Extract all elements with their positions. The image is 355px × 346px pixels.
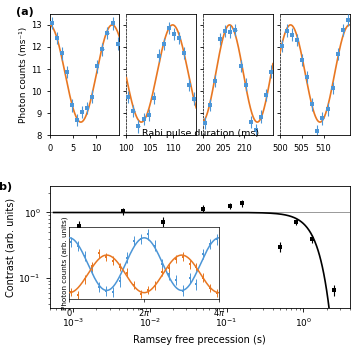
Y-axis label: Contrast (arb. units): Contrast (arb. units) bbox=[6, 198, 16, 297]
Text: Rabi pulse duration (ms): Rabi pulse duration (ms) bbox=[142, 129, 259, 138]
Y-axis label: Photon counts (ms⁻¹): Photon counts (ms⁻¹) bbox=[19, 27, 28, 123]
Text: (b): (b) bbox=[0, 182, 12, 192]
X-axis label: Ramsey free precession (s): Ramsey free precession (s) bbox=[133, 335, 266, 345]
Text: (a): (a) bbox=[16, 7, 34, 17]
